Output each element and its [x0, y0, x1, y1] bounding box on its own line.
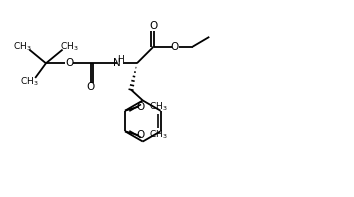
Text: O: O — [136, 130, 144, 140]
Text: O: O — [171, 42, 179, 52]
Text: CH$_3$: CH$_3$ — [20, 76, 39, 88]
Text: N: N — [114, 58, 121, 68]
Text: O: O — [149, 21, 158, 31]
Text: O: O — [87, 82, 95, 92]
Text: CH$_3$: CH$_3$ — [149, 129, 167, 141]
Text: O: O — [65, 58, 73, 68]
Text: O: O — [136, 102, 144, 112]
Text: CH$_3$: CH$_3$ — [13, 40, 32, 53]
Text: H: H — [118, 55, 124, 64]
Text: CH$_3$: CH$_3$ — [60, 40, 79, 53]
Text: CH$_3$: CH$_3$ — [149, 100, 167, 113]
